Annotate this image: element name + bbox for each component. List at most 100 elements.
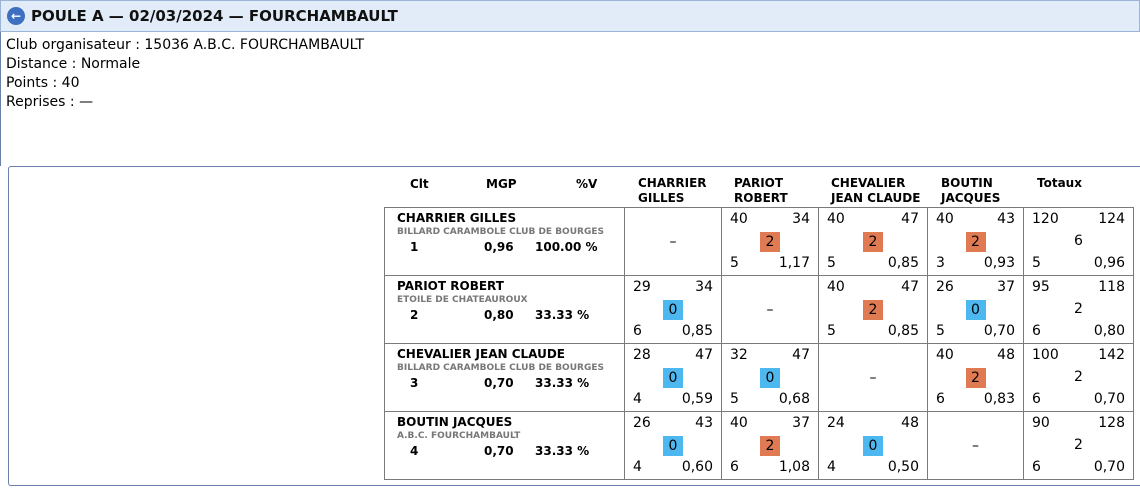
col-player-1-line2: GILLES: [638, 191, 685, 205]
no-match-dash: –: [669, 234, 677, 250]
match-reprises: 5: [936, 323, 945, 339]
player-pct: 100.00 %: [535, 240, 598, 254]
col-player-3: CHEVALIER JEAN CLAUDE: [831, 176, 920, 206]
player-club: BILLARD CARAMBOLE CLUB DE BOURGES: [397, 363, 604, 373]
match-average: 0,60: [681, 459, 713, 475]
total-result: 2: [1074, 437, 1083, 453]
match-points: 40: [827, 279, 845, 295]
match-reprises: 4: [827, 459, 836, 475]
player-rank: 4: [410, 444, 419, 458]
match-opponent-points: 34: [792, 211, 810, 227]
match-average: 0,68: [778, 391, 810, 407]
player-club: BILLARD CARAMBOLE CLUB DE BOURGES: [397, 227, 604, 237]
player-mgp: 0,80: [484, 308, 514, 322]
totals-cell: 120 124 6 5 0,96: [1023, 207, 1134, 276]
self-match-cell: –: [927, 411, 1024, 480]
match-result-badge: 0: [760, 368, 780, 388]
match-points: 28: [633, 347, 651, 363]
match-points: 32: [730, 347, 748, 363]
page-header: ← POULE A — 02/03/2024 — FOURCHAMBAULT: [0, 0, 1140, 32]
match-points: 40: [827, 211, 845, 227]
player-club: ETOILE DE CHATEAUROUX: [397, 295, 528, 305]
match-average: 0,93: [983, 255, 1015, 271]
match-average: 0,85: [887, 255, 919, 271]
match-result-badge: 2: [760, 436, 780, 456]
self-match-cell: –: [818, 343, 928, 412]
results-table: CHARRIER GILLES BILLARD CARAMBOLE CLUB DE…: [384, 207, 1134, 480]
total-average: 0,70: [1093, 459, 1125, 475]
total-opponent-points: 128: [1098, 415, 1125, 431]
match-points: 40: [730, 415, 748, 431]
col-player-4-line2: JACQUES: [941, 191, 1001, 205]
total-opponent-points: 124: [1098, 211, 1125, 227]
page-title: POULE A — 02/03/2024 — FOURCHAMBAULT: [31, 7, 398, 25]
match-opponent-points: 37: [997, 279, 1015, 295]
table-row: CHARRIER GILLES BILLARD CARAMBOLE CLUB DE…: [384, 207, 1134, 276]
total-points: 100: [1032, 347, 1059, 363]
match-reprises: 4: [633, 391, 642, 407]
points: Points : 40: [6, 75, 80, 91]
total-points: 90: [1032, 415, 1050, 431]
player-cell: BOUTIN JACQUES A.B.C. FOURCHAMBAULT 4 0,70 3…: [384, 411, 625, 480]
player-cell: CHEVALIER JEAN CLAUDE BILLARD CARAMBOLE C…: [384, 343, 625, 412]
match-cell: 24 48 0 4 0,50: [818, 411, 928, 480]
player-rank: 2: [410, 308, 419, 322]
player-name: PARIOT ROBERT: [397, 279, 504, 293]
match-result-badge: 0: [863, 436, 883, 456]
self-match-cell: –: [624, 207, 722, 276]
match-opponent-points: 34: [695, 279, 713, 295]
match-reprises: 6: [633, 323, 642, 339]
self-match-cell: –: [721, 275, 819, 344]
match-opponent-points: 47: [695, 347, 713, 363]
match-cell: 40 37 2 6 1,08: [721, 411, 819, 480]
match-average: 0,59: [681, 391, 713, 407]
tournament-info: Club organisateur : 15036 A.B.C. FOURCHA…: [6, 36, 364, 112]
player-cell: PARIOT ROBERT ETOILE DE CHATEAUROUX 2 0,80 3…: [384, 275, 625, 344]
no-match-dash: –: [766, 302, 774, 318]
player-mgp: 0,70: [484, 444, 514, 458]
match-cell: 40 34 2 5 1,17: [721, 207, 819, 276]
match-average: 0,83: [983, 391, 1015, 407]
player-pct: 33.33 %: [535, 444, 590, 458]
match-points: 26: [633, 415, 651, 431]
distance: Distance : Normale: [6, 56, 141, 72]
match-cell: 40 47 2 5 0,85: [818, 207, 928, 276]
player-name: CHEVALIER JEAN CLAUDE: [397, 347, 565, 361]
back-arrow-icon[interactable]: ←: [7, 7, 25, 25]
total-points: 120: [1032, 211, 1059, 227]
no-match-dash: –: [869, 370, 877, 386]
total-result: 2: [1074, 301, 1083, 317]
match-reprises: 5: [730, 391, 739, 407]
match-result-badge: 2: [965, 232, 986, 252]
match-result-badge: 0: [663, 300, 683, 320]
total-average: 0,96: [1093, 255, 1125, 271]
col-totaux: Totaux: [1037, 176, 1082, 190]
total-average: 0,70: [1093, 391, 1125, 407]
reprises: Reprises : —: [6, 94, 94, 110]
player-mgp: 0,96: [484, 240, 514, 254]
player-club: A.B.C. FOURCHAMBAULT: [397, 431, 521, 441]
match-opponent-points: 37: [792, 415, 810, 431]
col-player-4: BOUTIN JACQUES: [941, 176, 1000, 206]
match-reprises: 6: [730, 459, 739, 475]
player-name: BOUTIN JACQUES: [397, 415, 513, 429]
total-reprises: 6: [1032, 323, 1041, 339]
total-reprises: 5: [1032, 255, 1041, 271]
col-mgp: MGP: [486, 177, 517, 191]
match-points: 40: [936, 211, 954, 227]
player-cell: CHARRIER GILLES BILLARD CARAMBOLE CLUB DE…: [384, 207, 625, 276]
match-result-badge: 2: [965, 368, 986, 388]
match-cell: 28 47 0 4 0,59: [624, 343, 722, 412]
match-opponent-points: 43: [997, 211, 1015, 227]
total-result: 6: [1074, 233, 1083, 249]
no-match-dash: –: [972, 438, 979, 454]
match-points: 40: [936, 347, 954, 363]
totals-cell: 90 128 2 6 0,70: [1023, 411, 1134, 480]
match-opponent-points: 48: [901, 415, 919, 431]
table-row: BOUTIN JACQUES A.B.C. FOURCHAMBAULT 4 0,70 3…: [384, 411, 1134, 480]
match-average: 1,08: [778, 459, 810, 475]
match-average: 0,85: [681, 323, 713, 339]
col-player-1: CHARRIER GILLES: [638, 176, 707, 206]
match-result-badge: 2: [760, 232, 780, 252]
col-player-2-line1: PARIOT: [734, 176, 784, 190]
